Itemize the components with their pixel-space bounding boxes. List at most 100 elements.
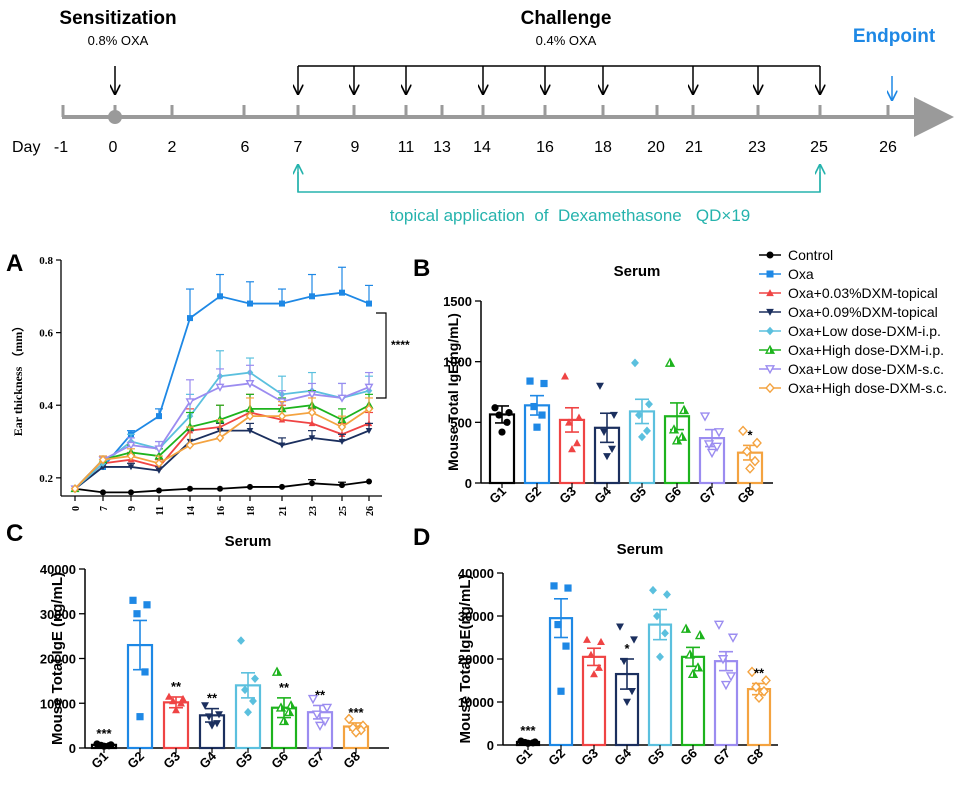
pd-bar-group-g6: G6 [677,623,706,768]
pc-data-point [249,696,257,706]
pb-data-point [533,423,541,431]
timeline-day-label: 9 [351,139,360,156]
pb-y-tick-label: 1500 [443,294,472,309]
pd-data-point [687,668,699,678]
a-data-point [245,380,255,389]
pb-data-point [676,431,688,441]
pc-data-point [136,713,144,721]
timeline-day-label: 26 [879,139,897,156]
pd-data-point [747,666,757,678]
a-data-point [156,487,162,494]
pd-y-tick-label: 0 [487,738,494,753]
pc-bar-group-g1: G1 *** [88,726,118,771]
pc-y-tick-label: 0 [69,741,76,756]
pb-bar [488,413,516,485]
pc-bar-group-g7: G7 ** [304,687,334,771]
a-data-point [215,383,225,392]
pc-x-tick-label: G2 [124,749,147,772]
a-x-tick-label: 11 [155,506,166,515]
pd-bar-group-g2: G2 [545,582,574,768]
legend-marker [765,382,775,394]
legend-label: Oxa+0.09%DXM-topical [788,304,938,320]
pd-data-point [623,698,631,706]
legend-label: Oxa+High dose-DXM-s.c. [788,380,947,396]
pb-data-point [638,432,646,442]
pb-data-point-fill [682,432,686,441]
timeline-day-label: 11 [398,139,415,156]
legend-entry: Oxa [759,266,814,282]
a-data-point [338,438,346,445]
pd-data-point-fill [686,624,690,633]
pc-data-point [241,685,249,695]
pb-data-point-fill [674,425,678,433]
timeline-day-label: 7 [294,139,303,156]
a-data-point [126,451,136,461]
pb-data-point [530,402,538,411]
legend-marker [766,308,774,316]
timeline-day-label: 25 [810,139,828,156]
pc-data-point [129,596,137,604]
pb-data-point [608,445,616,453]
pd-bar-group-g4: G4 * [611,623,640,768]
pd-data-point [694,629,706,640]
timeline-day-label: 13 [433,139,451,156]
legend-entry: Oxa+High dose-DXM-s.c. [759,380,947,396]
a-x-tick-label: 26 [365,506,376,516]
pb-data-point [745,463,755,474]
pc-data-point [165,692,173,700]
a-series-6 [70,390,374,493]
pb-data-point [668,424,680,434]
pc-data-point [237,636,245,645]
a-series-1 [72,478,372,496]
pd-data-point-fill [698,663,702,671]
a-series-3 [71,393,373,492]
pb-data-point [526,377,534,385]
pb-x-tick-label: G4 [591,483,614,506]
timeline-day-label: 14 [473,139,491,156]
a-data-point [364,383,374,392]
sensitization-sub: 0.8% OXA [88,33,149,48]
pc-data-point [351,726,361,738]
pc-data-point [275,702,287,712]
a-x-tick-label: 25 [338,506,349,516]
challenge-title: Challenge [521,8,612,29]
pb-data-point-fill [684,406,688,414]
pd-data-point-fill [700,631,704,639]
pc-data-point [271,666,283,676]
pc-data-point [177,699,185,707]
pc-data-point-fill [284,717,288,725]
pb-data-point-fill [677,436,681,444]
pd-x-tick-label: G7 [710,746,733,769]
pd-y-tick-label: 10000 [458,695,494,710]
pb-data-point [600,428,608,436]
pc-data-point-fill [277,667,281,676]
panel-letter-c: C [6,520,23,547]
sensitization-title: Sensitization [59,8,176,29]
pc-significance: ** [315,687,326,702]
pc-data-point [133,610,141,618]
pd-y-tick-label: 30000 [458,609,494,624]
a-series-8 [70,397,374,494]
timeline-day-label: 20 [647,139,665,156]
pb-data-point [750,455,760,467]
a-x-tick-label: 23 [308,506,319,516]
legend-marker [766,326,774,336]
pb-y-tick-label: 0 [465,476,472,491]
pb-data-point [573,439,581,447]
legend-label: Oxa+Low dose-DXM-s.c. [788,361,944,377]
timeline-day-label: 23 [748,139,766,156]
pb-bar-group-g1: G1 [486,404,516,506]
pb-x-tick-label: G8 [734,484,757,507]
pc-significance: *** [348,705,364,720]
pd-data-point [720,680,732,691]
a-data-point [246,427,254,434]
pc-data-point-fill [281,703,285,711]
pc-x-tick-label: G4 [196,748,219,771]
pb-data-point-fill [670,358,674,367]
timeline-day-label: 16 [536,139,554,156]
timeline-day-labels: -1 0 2 6 7 9 11 13 14 16 18 20 21 23 25 26 [54,139,897,156]
pb-data-point [752,437,762,449]
pc-data-point [344,713,354,725]
pc-bar-group-g3: G3 ** [160,679,190,771]
